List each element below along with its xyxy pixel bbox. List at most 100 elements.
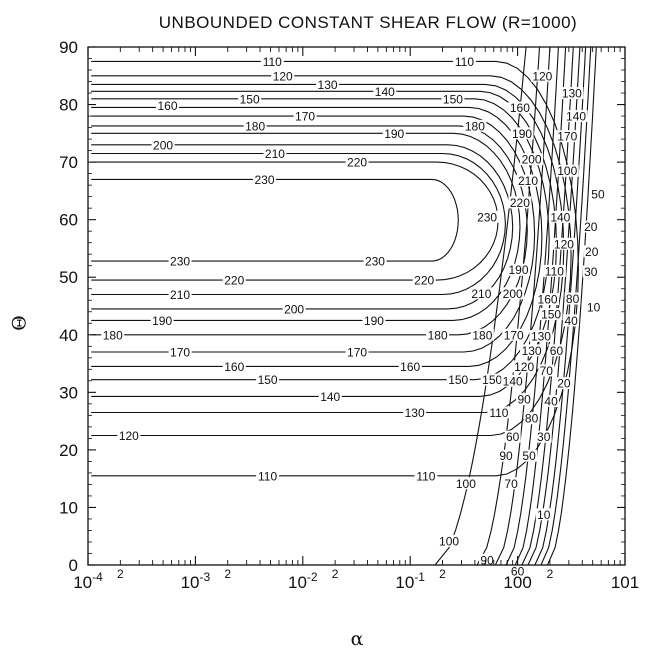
contour-label: 190 xyxy=(509,263,529,277)
contour-label: 130 xyxy=(522,344,542,358)
contour-label: 100 xyxy=(456,477,476,491)
contour-label: 230 xyxy=(365,255,385,269)
contour-label: 70 xyxy=(504,477,518,491)
contour-label: 120 xyxy=(532,69,552,83)
contour-line-30 xyxy=(534,46,587,566)
contour-label: 160 xyxy=(400,360,420,374)
contour-label: 100 xyxy=(557,164,577,178)
contour-label: 70 xyxy=(540,364,554,378)
x-minor-label: 2 xyxy=(439,567,446,581)
x-axis-label: α xyxy=(351,628,364,650)
contour-label-bg xyxy=(510,127,534,140)
contour-label: 120 xyxy=(273,69,293,83)
y-tick-label: 80 xyxy=(59,96,78,115)
contour-label-bg xyxy=(151,138,175,151)
contour-label-bg xyxy=(454,477,478,490)
contour-label-bg xyxy=(563,314,580,327)
contour-lines xyxy=(91,46,597,566)
contour-label: 180 xyxy=(472,328,492,342)
contour-label-bg xyxy=(535,508,552,521)
contour-label: 20 xyxy=(557,377,571,391)
contour-label: 110 xyxy=(416,469,435,483)
contour-label-bg xyxy=(501,374,525,387)
contour-label: 160 xyxy=(224,360,244,374)
contour-label-bg xyxy=(543,394,560,407)
contour-label: 60 xyxy=(511,564,525,578)
contour-label-bg xyxy=(585,301,602,314)
contour-label-bg xyxy=(502,328,526,341)
contour-label-bg xyxy=(564,292,581,305)
contour-label-bg xyxy=(523,412,540,425)
contour-label: 200 xyxy=(503,287,523,301)
x-minor-label: 2 xyxy=(117,567,124,581)
contour-label: 90 xyxy=(499,449,513,463)
contour-label-bg xyxy=(345,156,369,169)
contour-label-bg xyxy=(548,344,565,357)
contour-label-bg xyxy=(256,469,280,482)
contour-label: 210 xyxy=(518,174,538,188)
contour-label-bg xyxy=(260,55,284,68)
contour-label: 130 xyxy=(562,87,582,101)
contour-label-bg xyxy=(529,329,553,342)
contour-label: 230 xyxy=(477,210,497,224)
x-minor-label: 2 xyxy=(332,567,339,581)
contour-label: 150 xyxy=(240,92,260,106)
contour-label: 210 xyxy=(471,287,491,301)
contour-label-bg xyxy=(253,173,277,186)
contour-label: 200 xyxy=(284,302,304,316)
contour-label: 10 xyxy=(537,508,551,522)
contour-label-bg xyxy=(582,220,599,233)
y-tick-label: 0 xyxy=(69,556,78,575)
contour-label: 120 xyxy=(554,237,574,251)
plot-frame xyxy=(87,46,626,566)
x-minor-label: 2 xyxy=(547,567,554,581)
x-minor-label: 2 xyxy=(224,567,231,581)
x-tick-label: 101 xyxy=(611,573,639,592)
contour-label-bg xyxy=(560,87,584,100)
contour-label: 180 xyxy=(103,328,123,342)
contour-label-bg xyxy=(480,373,504,386)
contour-label-bg xyxy=(508,196,532,209)
contour-label-bg xyxy=(548,210,572,223)
contour-line-210 xyxy=(91,152,506,296)
contour-label-bg xyxy=(318,390,342,403)
contour-label: 230 xyxy=(170,255,190,269)
contour-label: 220 xyxy=(414,274,434,288)
contour-label: 180 xyxy=(245,119,265,133)
y-tick-label: 70 xyxy=(59,153,78,172)
contour-label: 220 xyxy=(224,274,244,288)
contour-line-10 xyxy=(546,46,597,566)
contour-label: 110 xyxy=(263,55,282,69)
contour-label: 90 xyxy=(480,553,494,567)
contour-label: 60 xyxy=(550,344,564,358)
contour-label: 50 xyxy=(522,449,536,463)
contour-label-bg xyxy=(446,373,470,386)
contour-line-90 xyxy=(476,46,541,566)
contour-label: 30 xyxy=(584,265,598,279)
contour-label-bg xyxy=(470,328,494,341)
contour-line-230 xyxy=(91,178,459,262)
contour-label: 90 xyxy=(517,393,531,407)
chart-title: UNBOUNDED CONSTANT SHEAR FLOW (R=1000) xyxy=(159,13,577,32)
contour-label: 170 xyxy=(557,130,577,144)
x-tick-label: 10-1 xyxy=(395,570,425,592)
contour-label-bg xyxy=(508,101,532,114)
contour-label-bg xyxy=(520,153,544,166)
contour-label: 120 xyxy=(514,360,534,374)
contour-label-bg xyxy=(156,99,180,112)
contour-line-70 xyxy=(505,46,559,566)
contour-label: 210 xyxy=(170,288,190,302)
contour-label-bg xyxy=(520,344,544,357)
contour-label: 150 xyxy=(541,308,561,322)
contour-label: 100 xyxy=(439,534,459,548)
contour-label: 170 xyxy=(504,328,524,342)
contour-label-bg xyxy=(536,293,560,306)
contour-label: 110 xyxy=(258,469,277,483)
y-tick-label: 90 xyxy=(59,38,78,57)
contour-label-bg xyxy=(521,449,538,462)
contour-label-bg xyxy=(243,119,267,132)
contour-label: 120 xyxy=(119,429,139,443)
contour-line-160 xyxy=(91,106,543,367)
contour-label: 220 xyxy=(510,196,530,210)
